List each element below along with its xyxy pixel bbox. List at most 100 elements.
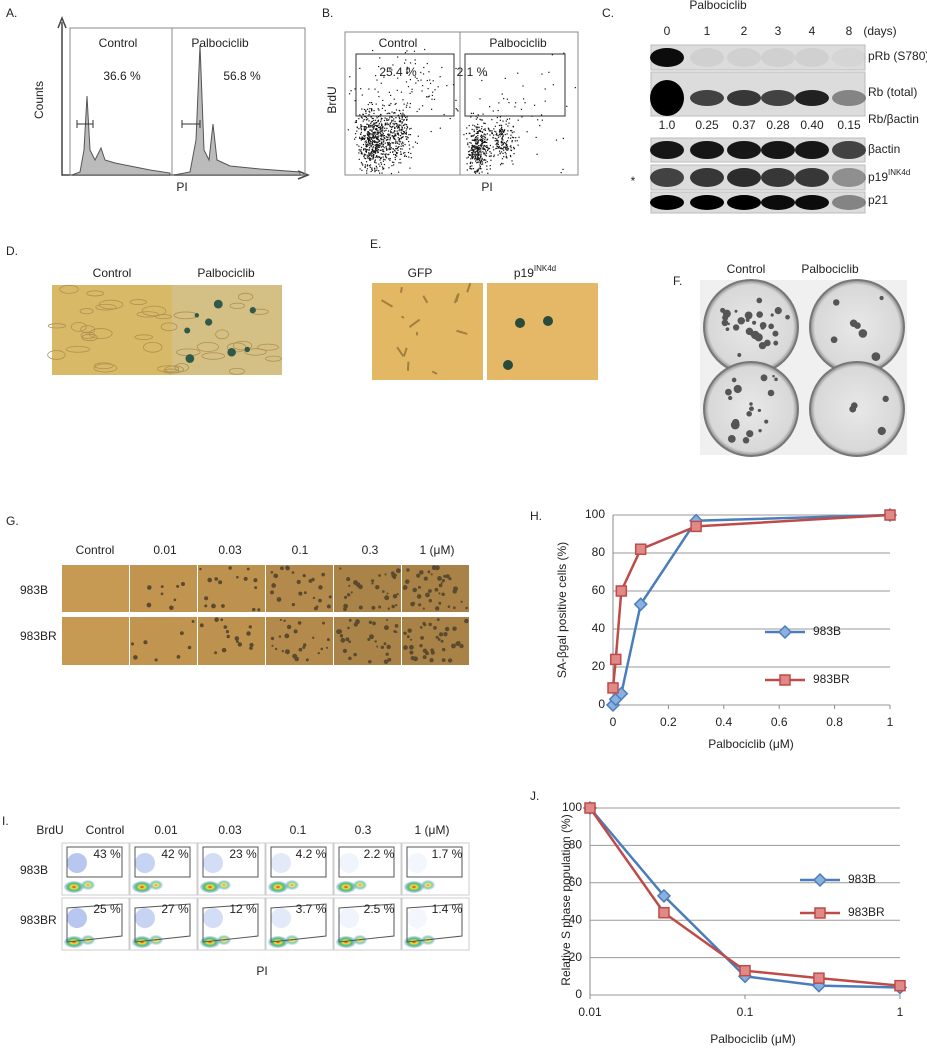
event-dot bbox=[413, 50, 416, 52]
event-dot bbox=[372, 140, 374, 142]
stained-cell bbox=[392, 593, 398, 599]
event-dot bbox=[393, 118, 395, 120]
event-dot bbox=[382, 99, 384, 102]
event-dot bbox=[478, 153, 480, 155]
event-dot bbox=[396, 127, 399, 129]
gate-box bbox=[270, 903, 327, 943]
event-dot bbox=[507, 147, 509, 149]
event-dot bbox=[475, 147, 478, 149]
event-dot bbox=[498, 150, 501, 152]
event-dot bbox=[382, 168, 384, 170]
event-dot bbox=[365, 128, 367, 130]
blot-band bbox=[832, 168, 866, 187]
event-dot bbox=[350, 90, 352, 92]
colony bbox=[849, 319, 858, 327]
ratio-label: 0.28 bbox=[766, 118, 790, 132]
cell-line-label: 983BR bbox=[20, 629, 57, 643]
event-dot bbox=[392, 142, 394, 144]
event-dot bbox=[371, 129, 373, 131]
event-dot bbox=[354, 88, 356, 90]
event-dot bbox=[477, 147, 479, 149]
event-dot bbox=[481, 139, 483, 141]
stained-cell bbox=[276, 597, 282, 602]
event-dot bbox=[480, 155, 482, 158]
data-point bbox=[615, 585, 628, 597]
event-dot bbox=[382, 134, 384, 136]
y-tick-label: 40 bbox=[569, 912, 583, 926]
event-dot bbox=[378, 109, 380, 111]
event-dot bbox=[384, 130, 386, 132]
stained-cell bbox=[403, 645, 408, 650]
stained-cell bbox=[346, 577, 351, 582]
event-dot bbox=[501, 129, 504, 131]
blot-band bbox=[727, 90, 761, 106]
event-dot bbox=[399, 137, 401, 140]
event-dot bbox=[479, 129, 481, 132]
event-dot bbox=[562, 168, 564, 170]
event-dot bbox=[400, 143, 403, 145]
stained-cell bbox=[383, 642, 387, 646]
event-dot bbox=[488, 106, 491, 108]
event-dot bbox=[484, 145, 486, 147]
event-dot bbox=[400, 145, 402, 147]
row-label-superscript: INK4d bbox=[888, 168, 910, 177]
event-dot bbox=[406, 66, 408, 68]
cell bbox=[95, 303, 117, 311]
event-dot bbox=[481, 79, 483, 82]
colony bbox=[744, 311, 753, 320]
event-dot bbox=[373, 150, 375, 152]
event-dot bbox=[473, 146, 475, 148]
stained-cell bbox=[428, 622, 432, 627]
event-dot bbox=[483, 148, 485, 150]
event-dot bbox=[394, 149, 396, 151]
event-dot bbox=[360, 152, 362, 155]
event-dot bbox=[377, 151, 379, 154]
event-dot bbox=[368, 138, 370, 140]
event-dot bbox=[511, 130, 513, 132]
stained-cell bbox=[384, 573, 387, 576]
lane-label: 1 bbox=[704, 24, 711, 38]
event-dot bbox=[496, 134, 498, 136]
stained-cell bbox=[422, 655, 427, 660]
event-dot bbox=[406, 102, 409, 104]
event-dot bbox=[384, 117, 386, 119]
event-dot bbox=[474, 154, 476, 157]
event-dot bbox=[380, 113, 382, 116]
event-dot bbox=[496, 145, 498, 147]
event-dot bbox=[414, 63, 417, 65]
event-dot bbox=[482, 163, 484, 165]
event-dot bbox=[402, 109, 404, 111]
event-dot bbox=[399, 135, 402, 137]
event-dot bbox=[368, 165, 371, 167]
event-dot bbox=[503, 97, 505, 100]
event-dot bbox=[369, 139, 371, 142]
event-dot bbox=[472, 154, 474, 156]
stained-cell bbox=[248, 625, 252, 629]
event-dot bbox=[388, 133, 390, 135]
event-dot bbox=[372, 134, 374, 136]
event-dot bbox=[481, 128, 483, 130]
event-dot bbox=[409, 133, 412, 136]
event-dot bbox=[510, 149, 513, 152]
event-dot bbox=[474, 145, 476, 147]
event-dot bbox=[477, 149, 479, 151]
event-dot bbox=[481, 119, 483, 121]
event-dot bbox=[476, 146, 478, 148]
event-dot bbox=[467, 151, 470, 153]
cell bbox=[47, 323, 66, 329]
stained-cell bbox=[302, 574, 306, 578]
event-dot bbox=[471, 135, 473, 137]
event-dot bbox=[493, 134, 495, 136]
event-dot bbox=[375, 150, 377, 152]
event-dot bbox=[544, 100, 546, 102]
event-dot bbox=[393, 164, 395, 166]
event-dot bbox=[405, 136, 407, 138]
event-dot bbox=[383, 137, 385, 139]
event-dot bbox=[472, 124, 474, 126]
event-dot bbox=[497, 134, 499, 137]
event-dot bbox=[369, 159, 371, 161]
event-dot bbox=[493, 128, 495, 130]
event-dot bbox=[388, 142, 390, 144]
event-dot bbox=[471, 152, 473, 154]
event-dot bbox=[466, 163, 468, 165]
